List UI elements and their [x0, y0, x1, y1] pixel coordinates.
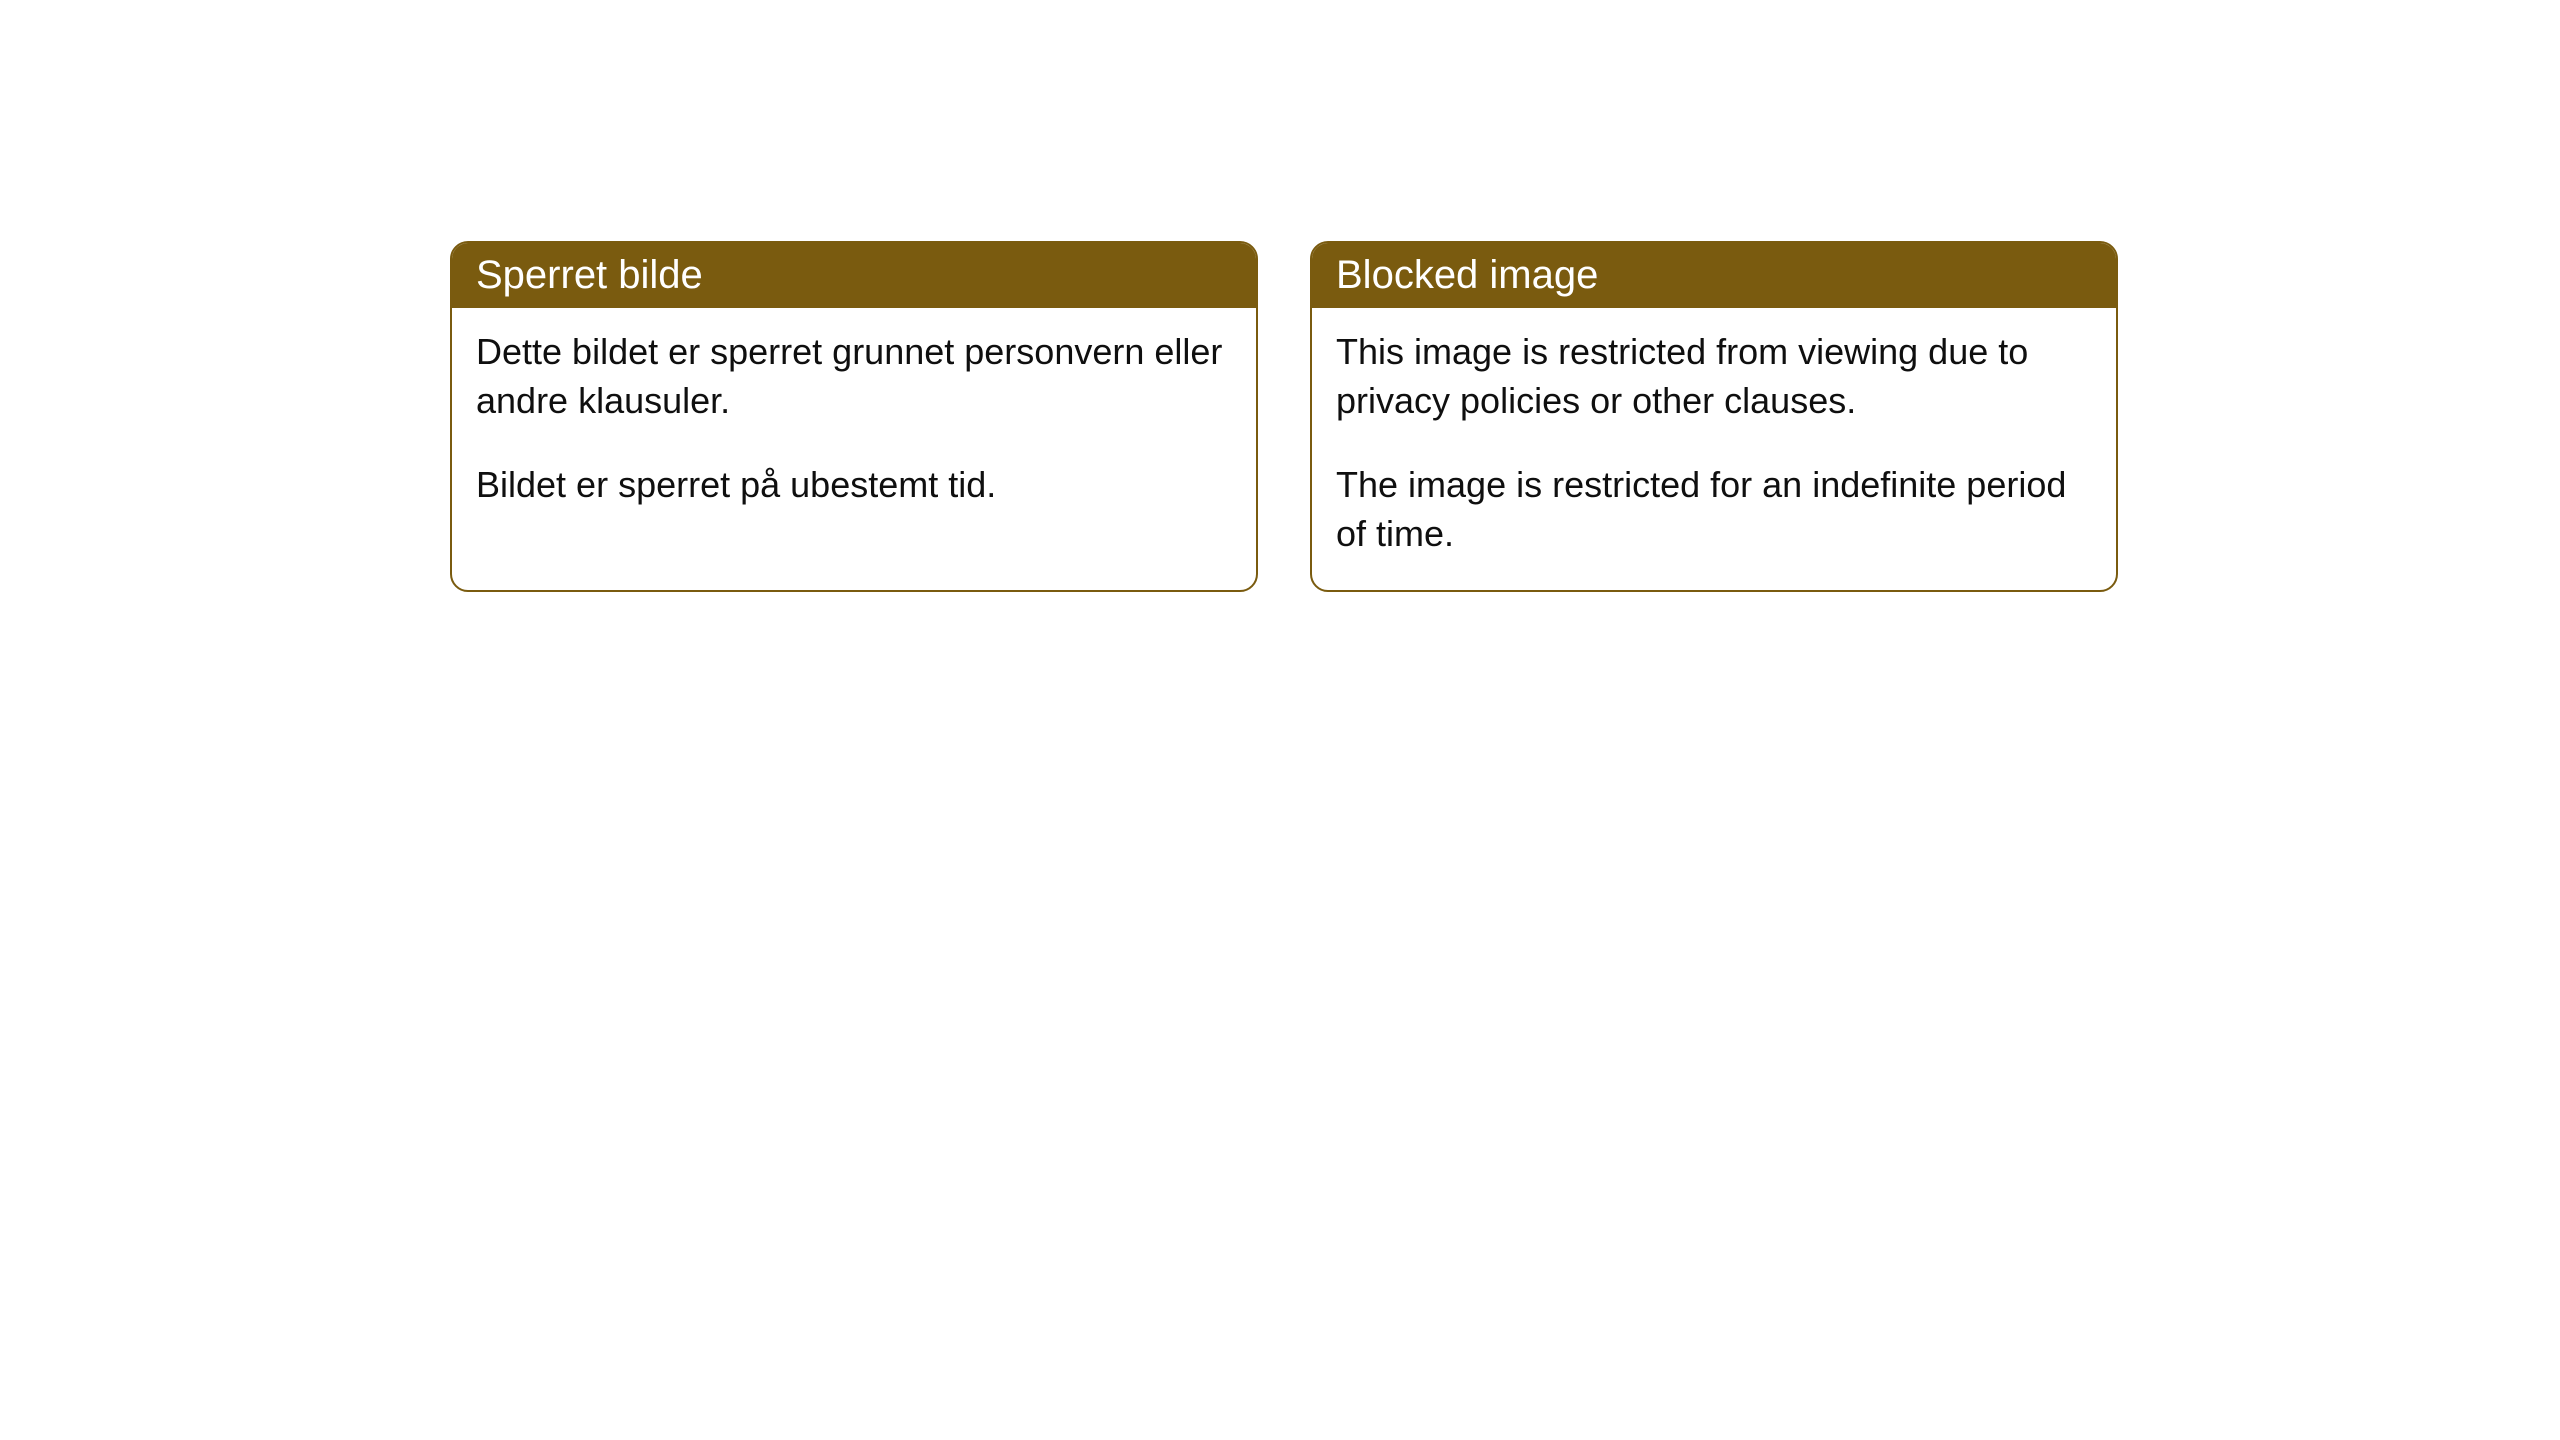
card-paragraph: Dette bildet er sperret grunnet personve… — [476, 328, 1232, 425]
card-title: Blocked image — [1336, 253, 1598, 297]
notice-card-english: Blocked image This image is restricted f… — [1310, 241, 2118, 592]
card-paragraph: Bildet er sperret på ubestemt tid. — [476, 461, 1232, 510]
card-header: Sperret bilde — [452, 243, 1256, 308]
notice-cards-container: Sperret bilde Dette bildet er sperret gr… — [450, 241, 2118, 592]
card-paragraph: This image is restricted from viewing du… — [1336, 328, 2092, 425]
notice-card-norwegian: Sperret bilde Dette bildet er sperret gr… — [450, 241, 1258, 592]
card-body: Dette bildet er sperret grunnet personve… — [452, 308, 1256, 542]
card-body: This image is restricted from viewing du… — [1312, 308, 2116, 590]
card-title: Sperret bilde — [476, 253, 703, 297]
card-header: Blocked image — [1312, 243, 2116, 308]
card-paragraph: The image is restricted for an indefinit… — [1336, 461, 2092, 558]
